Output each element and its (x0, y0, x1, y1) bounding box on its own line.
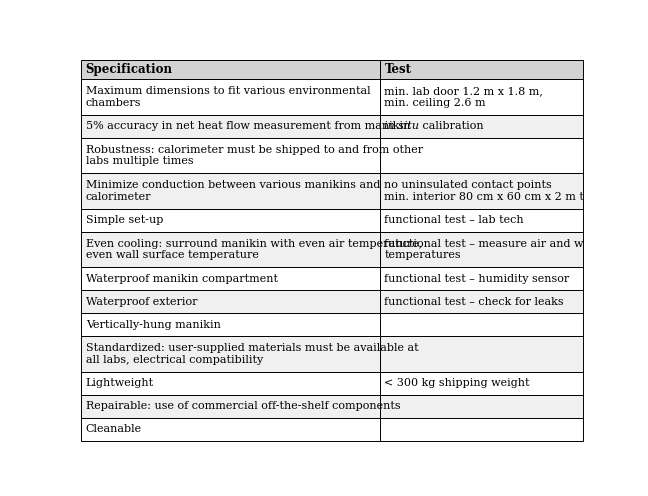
Bar (81, 313, 380, 336)
Text: Waterproof manikin compartment: Waterproof manikin compartment (86, 274, 277, 284)
Bar (81, 372, 380, 395)
Bar (380, 79, 583, 115)
Text: Waterproof exterior: Waterproof exterior (86, 297, 197, 307)
Text: functional test – check for leaks: functional test – check for leaks (384, 297, 564, 307)
Bar (380, 115, 583, 137)
Bar (380, 395, 583, 418)
Text: Test: Test (384, 63, 411, 76)
Bar (380, 372, 583, 395)
Bar (380, 313, 583, 336)
Bar (380, 61, 583, 79)
Bar (380, 137, 583, 173)
Bar (380, 336, 583, 372)
Bar (81, 61, 380, 79)
Text: functional test – lab tech: functional test – lab tech (384, 215, 524, 225)
Bar (380, 173, 583, 209)
Bar (81, 290, 380, 313)
Bar (81, 79, 380, 115)
Text: Robustness: calorimeter must be shipped to and from other
labs multiple times: Robustness: calorimeter must be shipped … (86, 145, 422, 166)
Text: Lightweight: Lightweight (86, 378, 154, 388)
Text: functional test – measure air and wall
temperatures: functional test – measure air and wall t… (384, 239, 597, 260)
Text: Vertically-hung manikin: Vertically-hung manikin (86, 320, 220, 330)
Text: Even cooling: surround manikin with even air temperature,
even wall surface temp: Even cooling: surround manikin with even… (86, 239, 422, 260)
Text: Minimize conduction between various manikins and
calorimeter: Minimize conduction between various mani… (86, 180, 380, 202)
Bar (81, 267, 380, 290)
Text: in situ: in situ (384, 121, 419, 131)
Bar (81, 115, 380, 137)
Bar (380, 418, 583, 440)
Bar (81, 395, 380, 418)
Text: < 300 kg shipping weight: < 300 kg shipping weight (384, 378, 530, 388)
Bar (81, 232, 380, 267)
Bar (380, 209, 583, 232)
Text: functional test – humidity sensor: functional test – humidity sensor (384, 274, 570, 284)
Bar (81, 209, 380, 232)
Bar (81, 137, 380, 173)
Bar (81, 173, 380, 209)
Bar (81, 336, 380, 372)
Text: min. lab door 1.2 m x 1.8 m,
min. ceiling 2.6 m: min. lab door 1.2 m x 1.8 m, min. ceilin… (384, 86, 543, 108)
Text: Standardized: user-supplied materials must be available at
all labs, electrical : Standardized: user-supplied materials mu… (86, 343, 418, 365)
Text: Repairable: use of commercial off-the-shelf components: Repairable: use of commercial off-the-sh… (86, 401, 400, 411)
Text: Cleanable: Cleanable (86, 424, 142, 434)
Bar (380, 267, 583, 290)
Text: no uninsulated contact points
min. interior 80 cm x 60 cm x 2 m tall: no uninsulated contact points min. inter… (384, 180, 598, 202)
Text: 5% accuracy in net heat flow measurement from manikin: 5% accuracy in net heat flow measurement… (86, 121, 410, 131)
Text: Maximum dimensions to fit various environmental
chambers: Maximum dimensions to fit various enviro… (86, 86, 370, 108)
Bar (380, 232, 583, 267)
Text: Simple set-up: Simple set-up (86, 215, 163, 225)
Bar (81, 418, 380, 440)
Text: Specification: Specification (86, 63, 172, 76)
Bar (380, 290, 583, 313)
Text: calibration: calibration (419, 121, 484, 131)
